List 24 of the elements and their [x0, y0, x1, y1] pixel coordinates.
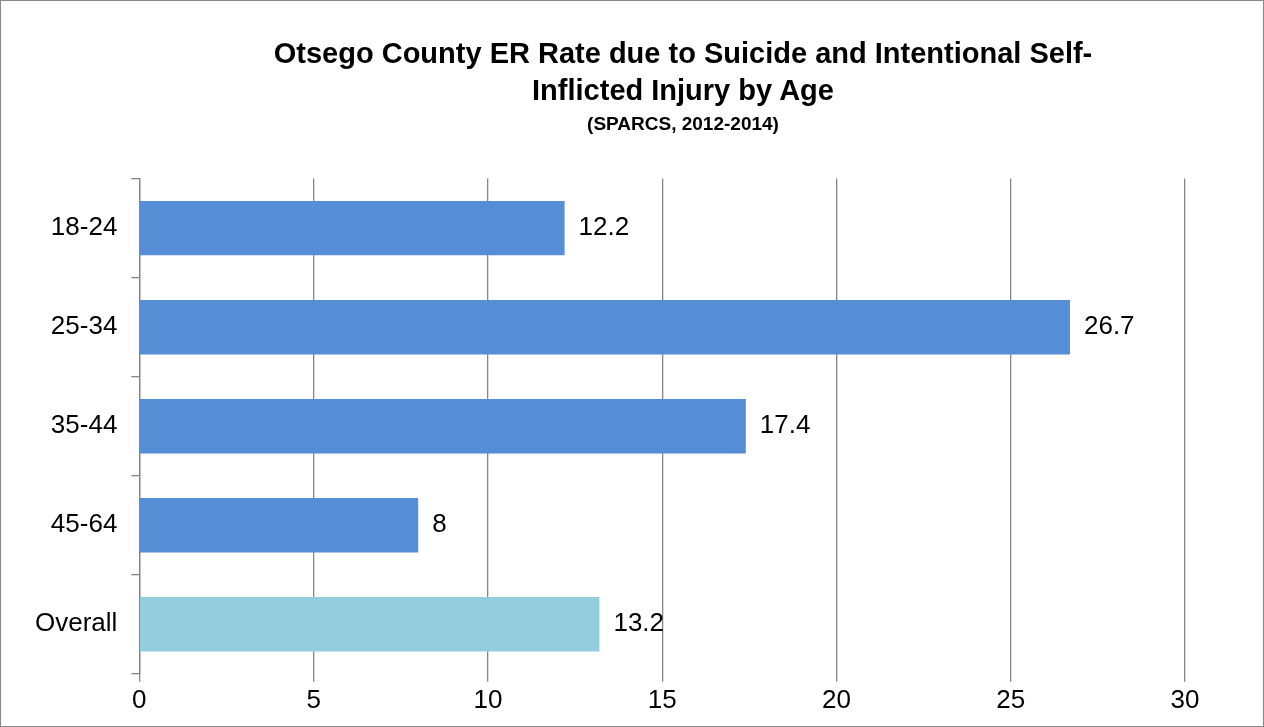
data-label: 8: [432, 508, 447, 539]
data-label: 12.2: [578, 211, 630, 242]
bar: [140, 498, 419, 553]
chart-title: Otsego County ER Rate due to Suicide and Intentional Self-Inflicted Injury by Age: [272, 36, 1094, 108]
bar: [140, 398, 746, 454]
y-tick-label: 35-44: [50, 409, 118, 440]
x-tick-label: 20: [821, 683, 851, 714]
x-tick-label: 15: [647, 683, 677, 714]
x-tick-label: 5: [306, 683, 321, 714]
y-tick-label: 25-34: [50, 310, 118, 341]
data-label: 26.7: [1083, 310, 1135, 341]
bar: [140, 597, 600, 652]
x-tick-label: 10: [473, 683, 503, 714]
y-tick-label: Overall: [35, 607, 118, 638]
bar: [140, 299, 1070, 355]
chart-subtitle: (SPARCS, 2012-2014): [586, 113, 780, 135]
x-tick-label: 30: [1170, 683, 1200, 714]
bar: [140, 200, 565, 256]
y-tick-label: 18-24: [50, 211, 118, 242]
data-label: 17.4: [759, 409, 811, 440]
x-tick-label: 25: [996, 683, 1026, 714]
data-label: 13.2: [613, 607, 665, 638]
y-tick-label: 45-64: [50, 508, 118, 539]
x-tick-label: 0: [132, 683, 147, 714]
